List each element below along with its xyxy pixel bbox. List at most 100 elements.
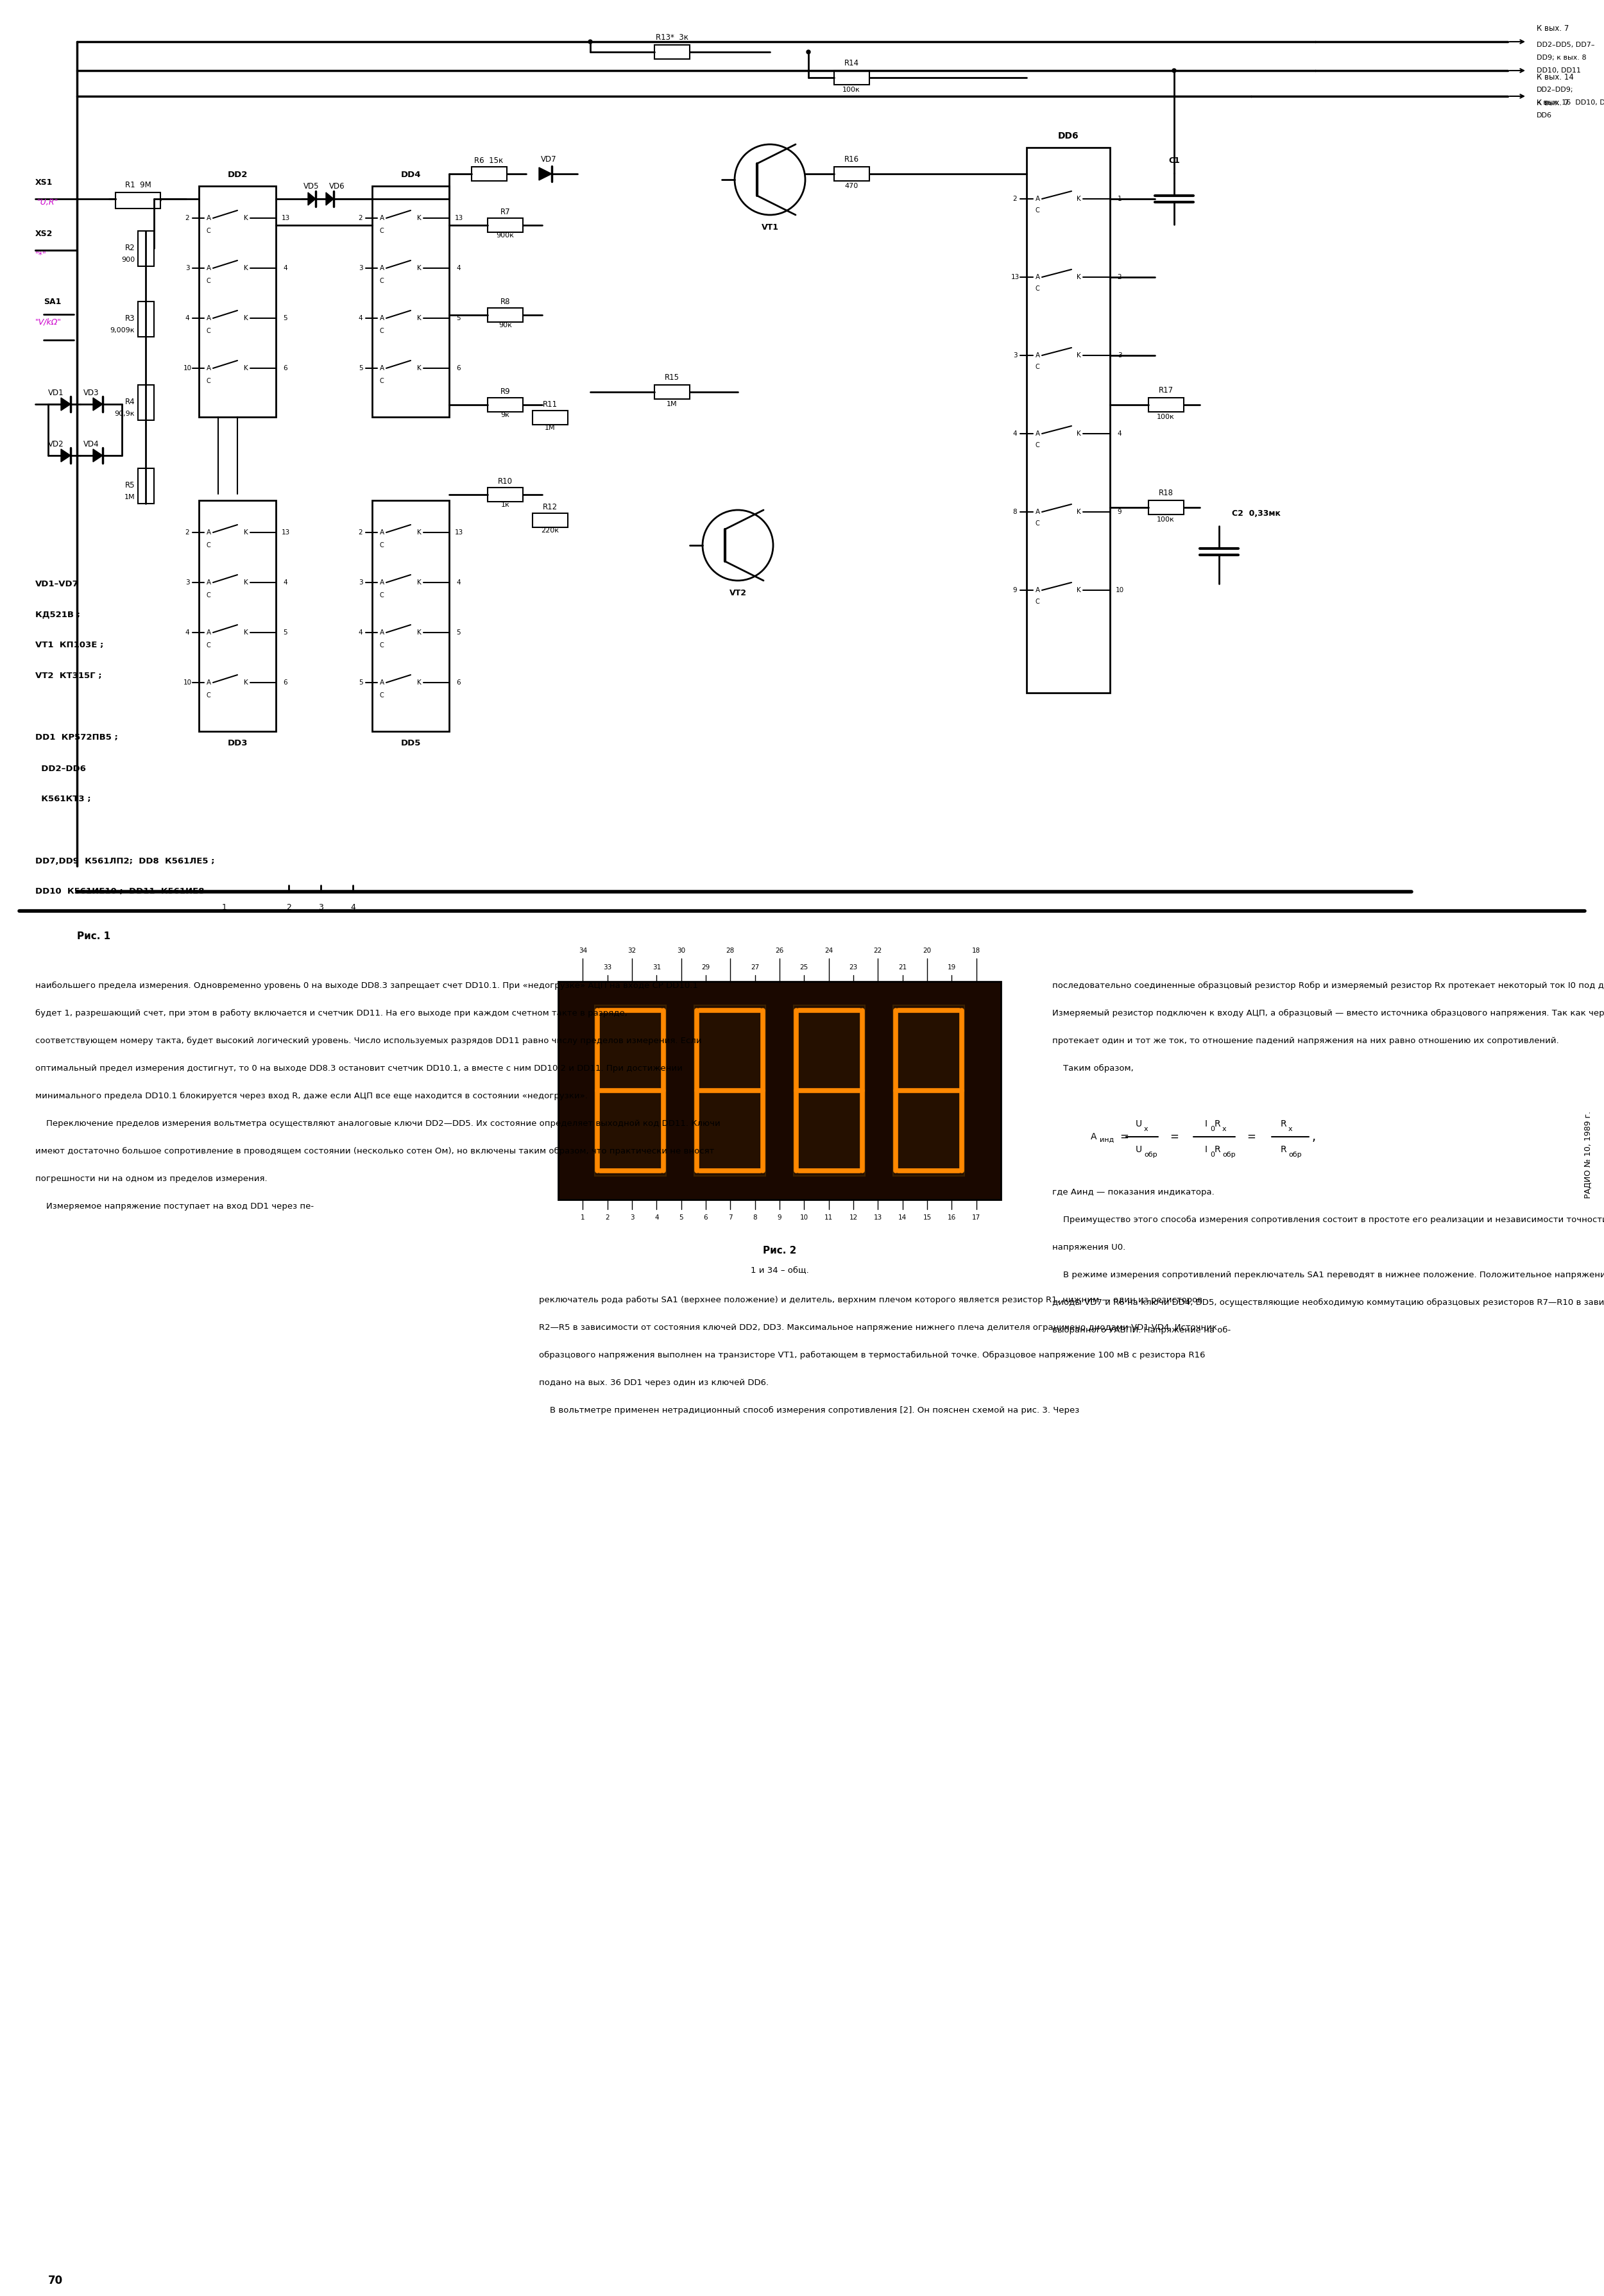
Text: x: x (1144, 1125, 1148, 1132)
Text: A: A (1036, 195, 1039, 202)
Text: КД521В ;: КД521В ; (35, 611, 80, 618)
Text: DD6: DD6 (1057, 131, 1079, 140)
Text: A: A (380, 629, 385, 636)
Text: 8: 8 (1012, 510, 1017, 514)
Text: R10: R10 (497, 478, 513, 484)
Text: A: A (207, 680, 212, 687)
Text: R12: R12 (542, 503, 558, 512)
Text: VD1: VD1 (48, 388, 64, 397)
Text: 34: 34 (579, 948, 587, 953)
Text: C: C (207, 227, 212, 234)
Text: A: A (207, 264, 212, 271)
Text: K: K (1076, 429, 1081, 436)
Text: 1М: 1М (666, 402, 677, 406)
Text: R2: R2 (125, 243, 135, 253)
Text: A: A (207, 530, 212, 535)
Text: C: C (207, 691, 212, 698)
Bar (654, 386, 690, 400)
Text: 25: 25 (800, 964, 808, 971)
Text: K: K (417, 315, 422, 321)
Text: C: C (1036, 443, 1039, 448)
Text: 6: 6 (457, 680, 460, 687)
Text: 12: 12 (849, 1215, 858, 1221)
Text: C: C (207, 542, 212, 549)
Text: К вых. 7: К вых. 7 (1537, 25, 1569, 32)
Text: минимального предела DD10.1 блокируется через вход R, даже если АЦП все еще нахо: минимального предела DD10.1 блокируется … (35, 1093, 587, 1100)
Text: R16: R16 (844, 154, 858, 163)
Text: =: = (1246, 1132, 1256, 1143)
Text: 14: 14 (898, 1215, 906, 1221)
Text: K: K (1076, 510, 1081, 514)
Text: 26: 26 (775, 948, 784, 953)
Text: C: C (380, 643, 385, 647)
Text: R6  15к: R6 15к (475, 156, 504, 165)
Text: 470: 470 (845, 184, 858, 188)
Bar (794, 1006, 865, 1176)
Text: 2: 2 (1118, 273, 1121, 280)
Text: DD7,DD9  К561ЛП2;  DD8  К561ЛЕ5 ;: DD7,DD9 К561ЛП2; DD8 К561ЛЕ5 ; (35, 856, 215, 866)
Text: VD4: VD4 (83, 441, 99, 448)
Text: 6: 6 (704, 1215, 707, 1221)
Text: XS1: XS1 (35, 179, 53, 186)
Text: K: K (417, 216, 422, 220)
Circle shape (589, 39, 592, 44)
Text: 1: 1 (581, 1215, 585, 1221)
Text: 3: 3 (184, 264, 189, 271)
Text: Преимущество этого способа измерения сопротивления состоит в простоте его реализ: Преимущество этого способа измерения соп… (1052, 1215, 1604, 1224)
Text: 9: 9 (778, 1215, 781, 1221)
Text: 1: 1 (1118, 195, 1121, 202)
Text: C: C (207, 328, 212, 335)
Bar (138, 301, 154, 338)
Text: подано на вых. 36 DD1 через один из ключей DD6.: подано на вых. 36 DD1 через один из ключ… (539, 1378, 768, 1387)
Text: последовательно соединенные образцовый резистор Rобр и измеряемый резистор Rx пр: последовательно соединенные образцовый р… (1052, 980, 1604, 990)
Text: 8: 8 (752, 1215, 757, 1221)
Text: погрешности ни на одном из пределов измерения.: погрешности ни на одном из пределов изме… (35, 1176, 268, 1182)
Text: Таким образом,: Таким образом, (1052, 1065, 1134, 1072)
Text: 9: 9 (1012, 588, 1017, 592)
Text: 90к: 90к (499, 321, 512, 328)
Text: VD7: VD7 (541, 156, 557, 163)
Text: 6: 6 (284, 680, 287, 687)
Text: R2—R5 в зависимости от состояния ключей DD2, DD3. Максимальное напряжение нижнег: R2—R5 в зависимости от состояния ключей … (539, 1322, 1217, 1332)
Text: DD2: DD2 (228, 170, 247, 179)
Text: DD9; к вых. 8: DD9; к вых. 8 (1537, 55, 1586, 62)
Polygon shape (93, 450, 103, 461)
Text: K: K (417, 365, 422, 372)
Text: обр: обр (1288, 1153, 1301, 1157)
Text: x: x (1222, 1125, 1227, 1132)
Bar (533, 514, 568, 528)
Bar (1148, 397, 1184, 411)
Text: C: C (380, 227, 385, 234)
Text: R1  9M: R1 9M (125, 181, 151, 188)
Text: C: C (207, 278, 212, 285)
Text: 1: 1 (221, 905, 228, 912)
Text: R: R (1214, 1120, 1221, 1127)
Bar (654, 46, 690, 60)
Text: 13: 13 (281, 530, 290, 535)
Text: K: K (244, 629, 249, 636)
Bar (472, 168, 507, 181)
Text: 6: 6 (457, 365, 460, 372)
Text: A: A (207, 365, 212, 372)
Bar (115, 193, 160, 209)
Text: имеют достаточно большое сопротивление в проводящем состоянии (несколько сотен О: имеют достаточно большое сопротивление в… (35, 1148, 714, 1155)
Bar (1148, 501, 1184, 514)
Text: K: K (244, 365, 249, 372)
Text: инд: инд (1100, 1137, 1113, 1143)
Text: A: A (1036, 510, 1039, 514)
Bar (488, 487, 523, 501)
Text: 100к: 100к (1156, 517, 1174, 523)
Text: оптимальный предел измерения достигнут, то 0 на выходе DD8.3 остановит счетчик D: оптимальный предел измерения достигнут, … (35, 1065, 683, 1072)
Text: C: C (380, 592, 385, 599)
Text: R18: R18 (1158, 489, 1173, 496)
Text: 4: 4 (350, 905, 356, 912)
Text: C: C (1036, 599, 1039, 604)
Bar (138, 232, 154, 266)
Polygon shape (61, 450, 71, 461)
Text: =: = (1169, 1132, 1179, 1143)
Text: C: C (380, 379, 385, 383)
Text: K: K (244, 579, 249, 585)
Text: 3: 3 (318, 905, 324, 912)
Text: VT2: VT2 (730, 590, 746, 597)
Text: 100к: 100к (1156, 413, 1174, 420)
